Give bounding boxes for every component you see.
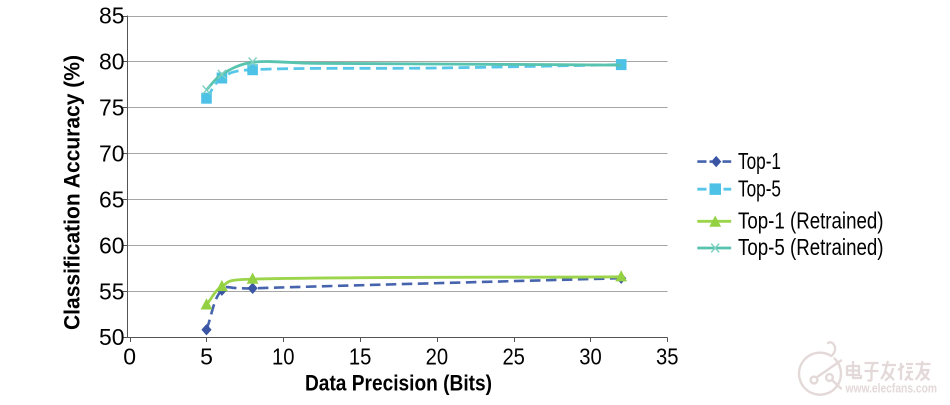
svg-text:Data Precision (Bits): Data Precision (Bits) xyxy=(305,371,492,396)
svg-text:Top-1 (Retrained): Top-1 (Retrained) xyxy=(738,208,884,234)
svg-text:20: 20 xyxy=(426,344,449,370)
svg-text:www.elecfans.com: www.elecfans.com xyxy=(845,382,937,396)
svg-text:Classification Accuracy (%): Classification Accuracy (%) xyxy=(60,55,85,330)
svg-text:Top-5 (Retrained): Top-5 (Retrained) xyxy=(738,234,884,260)
svg-text:15: 15 xyxy=(349,344,372,370)
svg-text:Top-1: Top-1 xyxy=(738,148,781,174)
svg-text:0: 0 xyxy=(123,344,136,370)
svg-text:65: 65 xyxy=(99,186,125,212)
svg-text:50: 50 xyxy=(99,324,125,350)
svg-text:Top-5: Top-5 xyxy=(738,175,781,201)
svg-text:10: 10 xyxy=(272,344,295,370)
svg-text:30: 30 xyxy=(579,344,602,370)
svg-text:75: 75 xyxy=(99,95,125,121)
svg-text:35: 35 xyxy=(656,344,679,370)
svg-text:70: 70 xyxy=(99,141,125,167)
svg-text:60: 60 xyxy=(99,232,125,258)
svg-text:25: 25 xyxy=(502,344,525,370)
svg-text:80: 80 xyxy=(99,49,125,75)
svg-text:5: 5 xyxy=(200,344,213,370)
svg-text:85: 85 xyxy=(99,3,125,29)
svg-text:55: 55 xyxy=(99,278,125,304)
